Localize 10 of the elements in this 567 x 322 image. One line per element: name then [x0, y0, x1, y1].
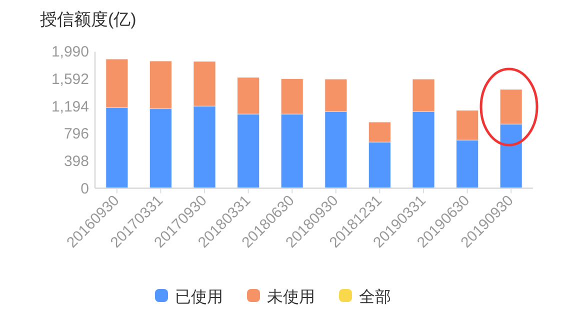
chart-title: 授信额度(亿) — [40, 10, 136, 29]
y-tick-label: 0 — [80, 180, 89, 198]
y-tick-label: 398 — [64, 152, 89, 170]
legend-label: 未使用 — [267, 288, 315, 306]
y-tick-label: 1,592 — [51, 71, 89, 88]
legend-label: 已使用 — [175, 289, 223, 306]
y-tick-label: 796 — [64, 126, 89, 143]
y-tick-label: 1,990 — [51, 44, 89, 61]
legend-label: 全部 — [359, 288, 391, 306]
y-tick-label: 1,194 — [51, 98, 89, 116]
